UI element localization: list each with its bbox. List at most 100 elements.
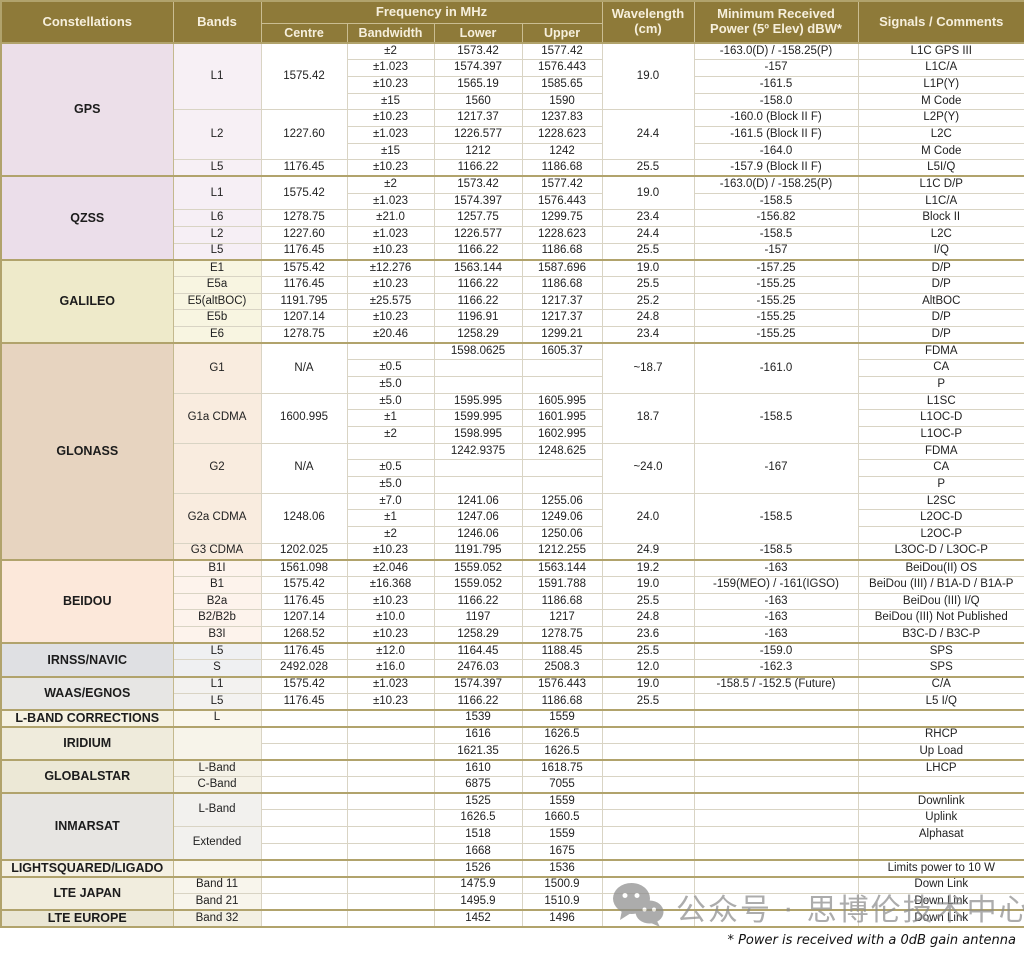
signal-cell: L2C: [857, 125, 1024, 144]
lower-cell: 1241.06: [433, 492, 523, 511]
bw-cell: ±12.0: [346, 642, 435, 661]
power-cell: -158.5: [693, 542, 859, 561]
band-cell: L2: [172, 225, 262, 244]
wave-cell: [601, 758, 695, 778]
power-cell: [693, 758, 859, 778]
table-row: B2a 1176.45 ±10.23 1166.22 1186.68 25.5 -163 Be…: [1, 592, 1024, 611]
signal-cell: Block II: [857, 209, 1024, 227]
signal-cell: Down Link: [857, 892, 1024, 911]
lower-cell: 1475.9: [433, 875, 523, 894]
table-row: GLONASS G1 N/A 1598.0625 1605.37 ~18.7 -161.0 F…: [0, 342, 1024, 561]
upper-cell: 1500.9: [521, 875, 603, 894]
power-cell: -167: [693, 442, 859, 494]
bw-cell: ±1: [346, 409, 435, 427]
header-constellations: Constellations: [0, 0, 174, 44]
upper-cell: 7055: [521, 776, 603, 794]
wave-cell: 25.5: [601, 692, 695, 711]
band-cell: B2/B2b: [172, 609, 262, 628]
signal-cell: Limits power to 10 W: [857, 858, 1024, 878]
power-cell: -163: [693, 592, 859, 611]
bw-cell: ±10.23: [346, 75, 435, 94]
band-cell: C-Band: [172, 776, 262, 794]
band-cell: E1: [172, 258, 262, 277]
centre-cell: [260, 875, 348, 894]
upper-cell: 1559: [521, 792, 603, 811]
lower-cell: 1610: [433, 758, 523, 778]
table-row: GPS L1 1575.42 ±2 1573.42 1577.42 19.0 -163.0(D…: [0, 41, 1024, 177]
upper-cell: 1248.625: [521, 442, 603, 461]
upper-cell: 1605.995: [521, 392, 603, 411]
band-cell: L-Band: [172, 758, 262, 778]
table-row: LTE EUROPE Band 32 1452 1496 Down Link: [0, 908, 1024, 928]
lower-cell: 1565.19: [433, 75, 523, 94]
constellation-cell: LTE EUROPE: [0, 908, 174, 928]
bw-cell: ±20.46: [346, 325, 435, 344]
bw-cell: ±10.23: [346, 626, 435, 644]
constellation-cell: GPS: [0, 41, 174, 177]
band-cell: E5(altBOC): [172, 292, 262, 311]
power-cell: -159.0: [693, 642, 859, 661]
band-cell: L1: [172, 175, 262, 211]
bw-cell: [346, 776, 435, 794]
table-row: BEIDOU B1I 1561.098 ±2.046 1559.052 1563.144 1…: [0, 558, 1024, 644]
lower-cell: [433, 459, 523, 477]
lower-cell: 1574.397: [433, 192, 523, 211]
lower-cell: 1599.995: [433, 409, 523, 427]
wave-cell: 23.6: [601, 626, 695, 644]
signal-cell: CA: [857, 359, 1024, 377]
signal-cell: Up Load: [857, 742, 1024, 761]
upper-cell: 1186.68: [521, 275, 603, 294]
constellation-cell: IRIDIUM: [0, 725, 174, 761]
upper-cell: 1590: [521, 92, 603, 111]
lower-cell: [433, 475, 523, 494]
lower-cell: 1626.5: [433, 809, 523, 828]
centre-cell: 1176.45: [260, 642, 348, 661]
constellation-cell: LTE JAPAN: [0, 875, 174, 911]
lower-cell: 1212: [433, 142, 523, 161]
upper-cell: 1186.68: [521, 242, 603, 261]
signal-cell: D/P: [857, 275, 1024, 294]
bw-cell: ±10.23: [346, 109, 435, 127]
table-row: GALILEO E1 1575.42 ±12.276 1563.144 1587.696 1…: [0, 258, 1024, 344]
table-row: ±1 1599.995 1601.995 L1OC-D: [1, 409, 1024, 427]
wave-cell: 25.5: [601, 592, 695, 611]
constellation-cell: BEIDOU: [0, 558, 174, 644]
bw-cell: ±10.23: [346, 159, 435, 177]
bw-cell: [346, 908, 435, 928]
centre-cell: [260, 708, 348, 728]
power-cell: [693, 708, 859, 728]
signal-cell: L1SC: [857, 392, 1024, 411]
lower-cell: 1539: [433, 708, 523, 728]
signal-cell: L5I/Q: [857, 159, 1024, 177]
table-row: LTE JAPAN Band 11 1475.9 1500.9 Down Link: [0, 875, 1024, 911]
table-row: LIGHTSQUARED/LIGADO 1526 1536 Limits power …: [0, 858, 1024, 878]
constellation-cell: GLOBALSTAR: [0, 758, 174, 794]
power-cell: -157.9 (Block II F): [693, 159, 859, 177]
bw-cell: ±10.23: [346, 692, 435, 711]
power-cell: [693, 792, 859, 811]
bw-cell: ±25.575: [346, 292, 435, 311]
upper-cell: 1605.37: [521, 342, 603, 361]
band-cell: G1: [172, 342, 262, 394]
band-cell: L-Band: [172, 792, 262, 828]
power-cell: -156.82: [693, 209, 859, 227]
power-cell: [693, 892, 859, 911]
centre-cell: [260, 809, 348, 828]
upper-cell: 1577.42: [521, 42, 603, 61]
header-signals: Signals / Comments: [857, 0, 1024, 44]
upper-cell: 1188.45: [521, 642, 603, 661]
lower-cell: 1595.995: [433, 392, 523, 411]
lower-cell: 1563.144: [433, 258, 523, 277]
power-cell: [693, 842, 859, 861]
power-cell: -163.0(D) / -158.25(P): [693, 42, 859, 61]
wave-cell: 19.2: [601, 558, 695, 577]
upper-cell: 1585.65: [521, 75, 603, 94]
power-cell: -162.3: [693, 659, 859, 678]
wave-cell: [601, 742, 695, 761]
wave-cell: [601, 842, 695, 861]
lower-cell: 1166.22: [433, 292, 523, 311]
table-row: C-Band 6875 7055: [1, 776, 1024, 794]
band-cell: G2a CDMA: [172, 492, 262, 544]
upper-cell: 1228.623: [521, 225, 603, 244]
wave-cell: [601, 875, 695, 894]
